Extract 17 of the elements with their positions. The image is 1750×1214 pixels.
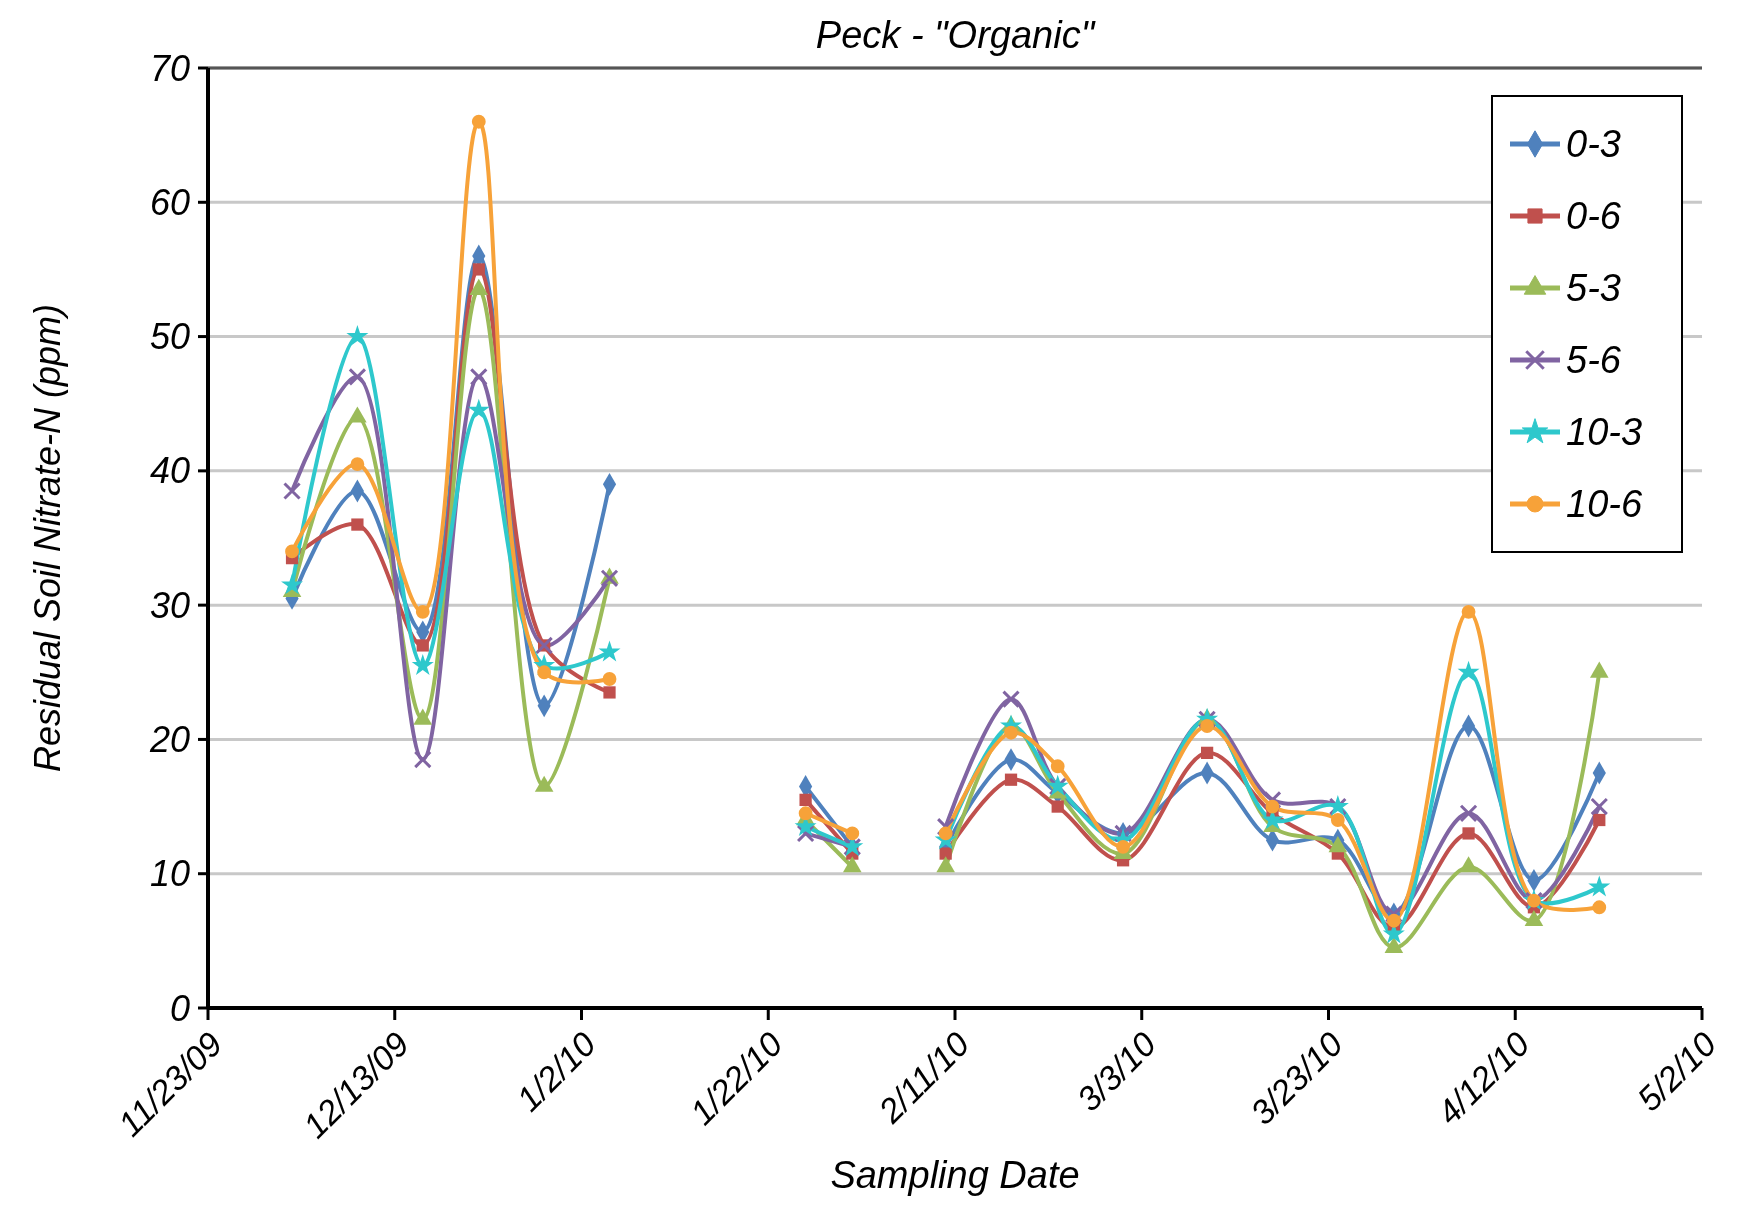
y-tick-label: 20: [148, 719, 190, 761]
chart-title: Peck - "Organic": [815, 14, 1096, 56]
y-tick-label: 10: [149, 853, 190, 895]
y-tick-label: 60: [149, 181, 190, 223]
y-tick-label: 50: [149, 316, 190, 358]
x-axis-title: Sampling Date: [830, 1154, 1080, 1196]
y-tick-label: 0: [169, 987, 190, 1029]
legend-label: 10-3: [1566, 411, 1643, 454]
y-axis-title: Residual Soil Nitrate-N (ppm): [27, 303, 68, 773]
legend-label: 0-3: [1566, 123, 1621, 166]
y-tick-label: 40: [149, 450, 190, 492]
legend-label: 5-3: [1566, 267, 1621, 310]
legend-label: 10-6: [1566, 483, 1643, 526]
legend-label: 5-6: [1566, 339, 1622, 382]
legend-label: 0-6: [1566, 195, 1622, 238]
y-tick-label: 70: [149, 47, 190, 89]
y-tick-label: 30: [149, 584, 190, 626]
